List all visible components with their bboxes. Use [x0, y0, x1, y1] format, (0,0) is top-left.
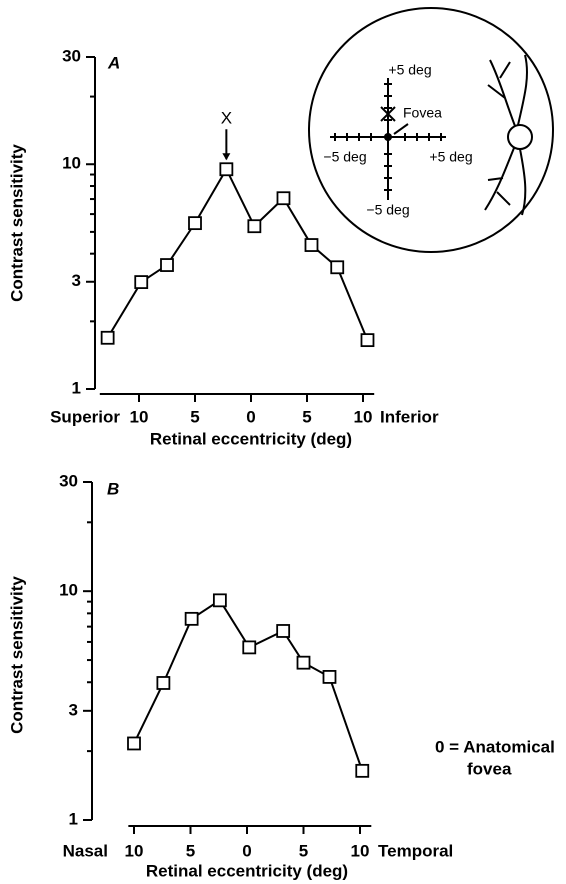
- inset-label: −5 deg: [323, 149, 366, 165]
- data-point: [212, 593, 227, 608]
- data-point: [355, 763, 370, 778]
- x-axis-label: Retinal eccentricity (deg): [150, 429, 352, 448]
- inset-diagram: +5 deg Fovea −5 deg +5 deg −5 deg: [308, 7, 554, 253]
- data-point: [276, 624, 291, 638]
- y-tick-label: 1: [72, 378, 81, 397]
- x-tick-label: 10: [125, 841, 144, 860]
- data-point: [296, 655, 311, 670]
- data-point: [247, 219, 262, 234]
- x-tick-label: 5: [186, 841, 195, 860]
- data-point: [360, 333, 375, 348]
- inset-label: Fovea: [403, 105, 442, 121]
- optic-disc: [507, 124, 533, 150]
- marker-label: X: [221, 109, 232, 128]
- y-tick-label: 1: [69, 809, 78, 828]
- y-tick-label: 30: [59, 471, 78, 490]
- inset-label: +5 deg: [429, 149, 472, 165]
- x-right-label: Temporal: [378, 841, 453, 860]
- x-tick-label: 5: [299, 841, 308, 860]
- data-line: [106, 167, 369, 341]
- data-point: [160, 258, 174, 272]
- data-point: [322, 670, 337, 684]
- x-tick-label: 5: [190, 407, 199, 426]
- x-axis-label: Retinal eccentricity (deg): [146, 861, 348, 880]
- marker-arrowhead: [222, 153, 231, 161]
- data-point: [242, 640, 257, 655]
- x-right-label: Inferior: [380, 407, 439, 426]
- data-point: [276, 191, 291, 206]
- fovea-pointer: [393, 123, 409, 135]
- note: 0 = Anatomical: [435, 737, 555, 756]
- vessels: [484, 54, 528, 216]
- data-point: [156, 676, 171, 690]
- x-mark: [380, 106, 396, 122]
- x-tick-label: 0: [246, 407, 255, 426]
- y-tick-label: 30: [62, 46, 81, 65]
- data-point: [127, 736, 141, 751]
- y-tick-label: 3: [72, 271, 81, 290]
- y-axis-label: Contrast sensitivity: [7, 144, 26, 302]
- inset-label: +5 deg: [388, 62, 431, 78]
- panel-label: B: [107, 479, 119, 498]
- data-point: [304, 238, 319, 252]
- y-tick-label: 10: [62, 154, 81, 173]
- inset-ticks: [334, 83, 442, 191]
- x-left-label: Nasal: [63, 841, 108, 860]
- data-point: [100, 330, 115, 345]
- y-tick-label: 10: [59, 581, 78, 600]
- data-point: [188, 216, 202, 231]
- y-tick-label: 3: [69, 700, 78, 719]
- data-point: [219, 162, 234, 177]
- x-left-label: Superior: [50, 407, 120, 426]
- note: fovea: [467, 759, 512, 778]
- data-point: [184, 611, 199, 626]
- y-axis-label: Contrast sensitivity: [7, 576, 26, 734]
- data-point: [134, 275, 149, 289]
- x-tick-label: 0: [242, 841, 251, 860]
- fovea-dot: [384, 133, 392, 141]
- x-tick-label: 10: [354, 407, 373, 426]
- data-point: [330, 260, 345, 275]
- eye-outline: [308, 7, 554, 253]
- inset-label: −5 deg: [366, 202, 409, 218]
- x-tick-label: 5: [302, 407, 311, 426]
- panel-label: A: [107, 53, 120, 72]
- x-tick-label: 10: [130, 407, 149, 426]
- x-tick-label: 10: [351, 841, 370, 860]
